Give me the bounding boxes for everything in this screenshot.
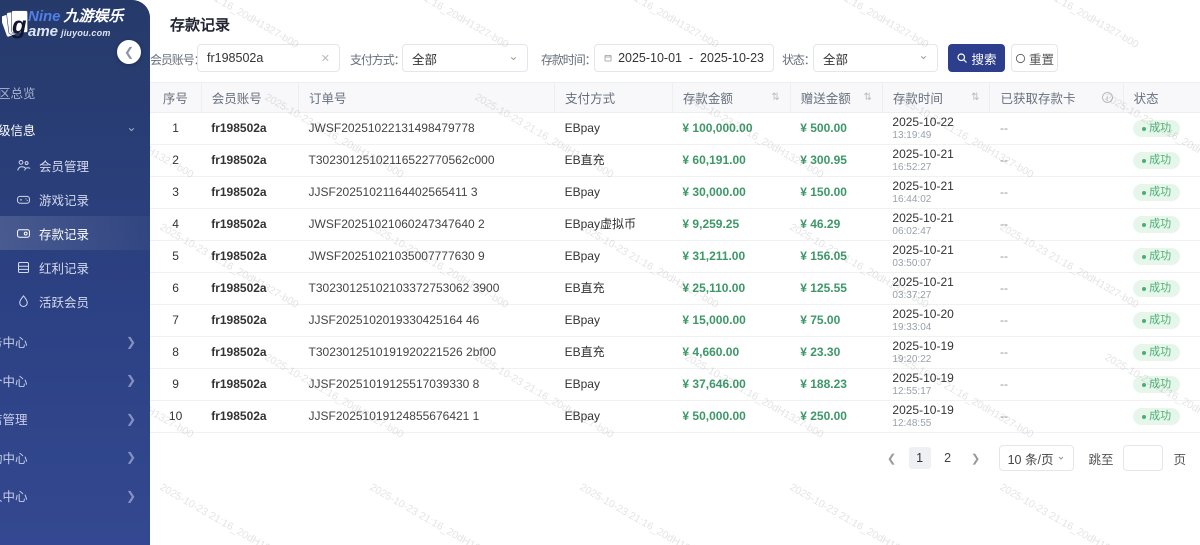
- svg-text:g: g: [11, 12, 27, 39]
